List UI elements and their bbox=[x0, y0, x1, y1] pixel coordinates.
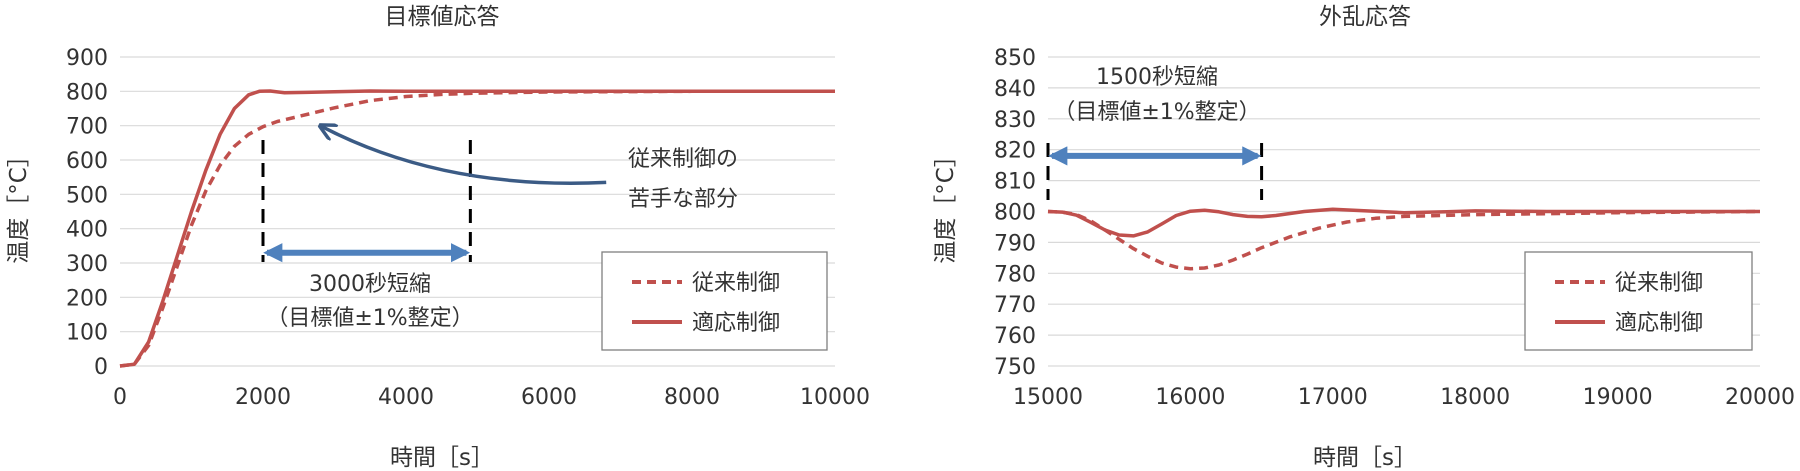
y-tick-label: 400 bbox=[66, 218, 108, 243]
x-tick-label: 19000 bbox=[1583, 385, 1653, 410]
callout-label-line2: 苦手な部分 bbox=[628, 187, 738, 212]
y-tick-label: 800 bbox=[66, 80, 108, 105]
y-axis-label: 温度［°C］ bbox=[6, 144, 32, 264]
y-tick-label: 780 bbox=[994, 262, 1036, 287]
legend-label-conventional: 従来制御 bbox=[692, 271, 780, 296]
x-tick-label: 17000 bbox=[1298, 385, 1368, 410]
y-tick-label: 100 bbox=[66, 321, 108, 346]
x-tick-label: 20000 bbox=[1725, 385, 1795, 410]
x-axis-label: 時間［s］ bbox=[1313, 445, 1417, 471]
y-tick-label: 0 bbox=[94, 355, 108, 380]
x-tick-label: 0 bbox=[113, 385, 127, 410]
y-tick-label: 810 bbox=[994, 170, 1036, 195]
x-tick-label: 15000 bbox=[1013, 385, 1083, 410]
y-tick-label: 790 bbox=[994, 231, 1036, 256]
y-tick-label: 830 bbox=[994, 108, 1036, 133]
x-tick-label: 2000 bbox=[235, 385, 291, 410]
legend-box bbox=[1524, 251, 1753, 351]
chart-title: 外乱応答 bbox=[1319, 4, 1411, 30]
series-lines bbox=[119, 89, 835, 368]
x-tick-label: 4000 bbox=[378, 385, 434, 410]
callout-label-line1: 従来制御の bbox=[628, 147, 738, 172]
y-tick-label: 500 bbox=[66, 183, 108, 208]
y-tick-labels: 750 760 770 780 790 800 810 820 830 840 850 bbox=[994, 46, 1036, 380]
span-sublabel: （目標値±1%整定） bbox=[1053, 100, 1260, 125]
y-tick-label: 200 bbox=[66, 286, 108, 311]
span-label: 1500秒短縮 bbox=[1096, 65, 1218, 90]
y-tick-label: 700 bbox=[66, 115, 108, 140]
y-tick-label: 800 bbox=[994, 201, 1036, 226]
x-tick-label: 10000 bbox=[800, 385, 870, 410]
x-tick-label: 6000 bbox=[521, 385, 577, 410]
y-tick-label: 600 bbox=[66, 149, 108, 174]
annotations: 1500秒短縮 （目標値±1%整定） bbox=[1046, 65, 1264, 200]
y-tick-label: 300 bbox=[66, 252, 108, 277]
y-tick-label: 750 bbox=[994, 355, 1036, 380]
legend-label-adaptive: 適応制御 bbox=[1615, 311, 1703, 336]
y-tick-label: 840 bbox=[994, 77, 1036, 102]
x-axis-label: 時間［s］ bbox=[390, 445, 494, 471]
x-tick-labels: 0 2000 4000 6000 8000 10000 bbox=[113, 385, 870, 410]
disturbance-response-chart: 外乱応答 750 760 770 780 790 800 810 820 830 840 850 1… bbox=[933, 4, 1795, 471]
legend-box bbox=[601, 251, 828, 351]
series-line-adaptive bbox=[119, 89, 835, 368]
annotations: 従来制御の 苦手な部分 3000秒短縮 （目標値±1%整定） bbox=[261, 126, 738, 331]
legend: 従来制御 適応制御 bbox=[1524, 251, 1753, 351]
y-tick-label: 900 bbox=[66, 46, 108, 71]
series-line-conventional bbox=[119, 89, 835, 368]
y-tick-labels: 0 100 200 300 400 500 600 700 800 900 bbox=[66, 46, 108, 380]
x-tick-label: 8000 bbox=[664, 385, 720, 410]
y-tick-label: 850 bbox=[994, 46, 1036, 71]
x-tick-labels: 15000 16000 17000 18000 19000 20000 bbox=[1013, 385, 1795, 410]
span-label: 3000秒短縮 bbox=[309, 272, 431, 297]
weak-point-arrow bbox=[320, 126, 607, 185]
legend-label-adaptive: 適応制御 bbox=[692, 311, 780, 336]
y-tick-label: 770 bbox=[994, 293, 1036, 318]
y-tick-label: 760 bbox=[994, 324, 1036, 349]
legend-label-conventional: 従来制御 bbox=[1615, 271, 1703, 296]
x-tick-label: 18000 bbox=[1440, 385, 1510, 410]
legend: 従来制御 適応制御 bbox=[601, 251, 828, 351]
chart-title: 目標値応答 bbox=[385, 4, 500, 30]
x-tick-label: 16000 bbox=[1155, 385, 1225, 410]
span-sublabel: （目標値±1%整定） bbox=[266, 306, 473, 331]
series-lines bbox=[1047, 207, 1761, 271]
setpoint-response-chart: 目標値応答 0 100 200 300 400 500 600 700 800 900 0 2000… bbox=[6, 4, 870, 471]
y-axis-label: 温度［°C］ bbox=[933, 144, 959, 264]
series-line-adaptive bbox=[1047, 207, 1760, 238]
y-tick-label: 820 bbox=[994, 139, 1036, 164]
